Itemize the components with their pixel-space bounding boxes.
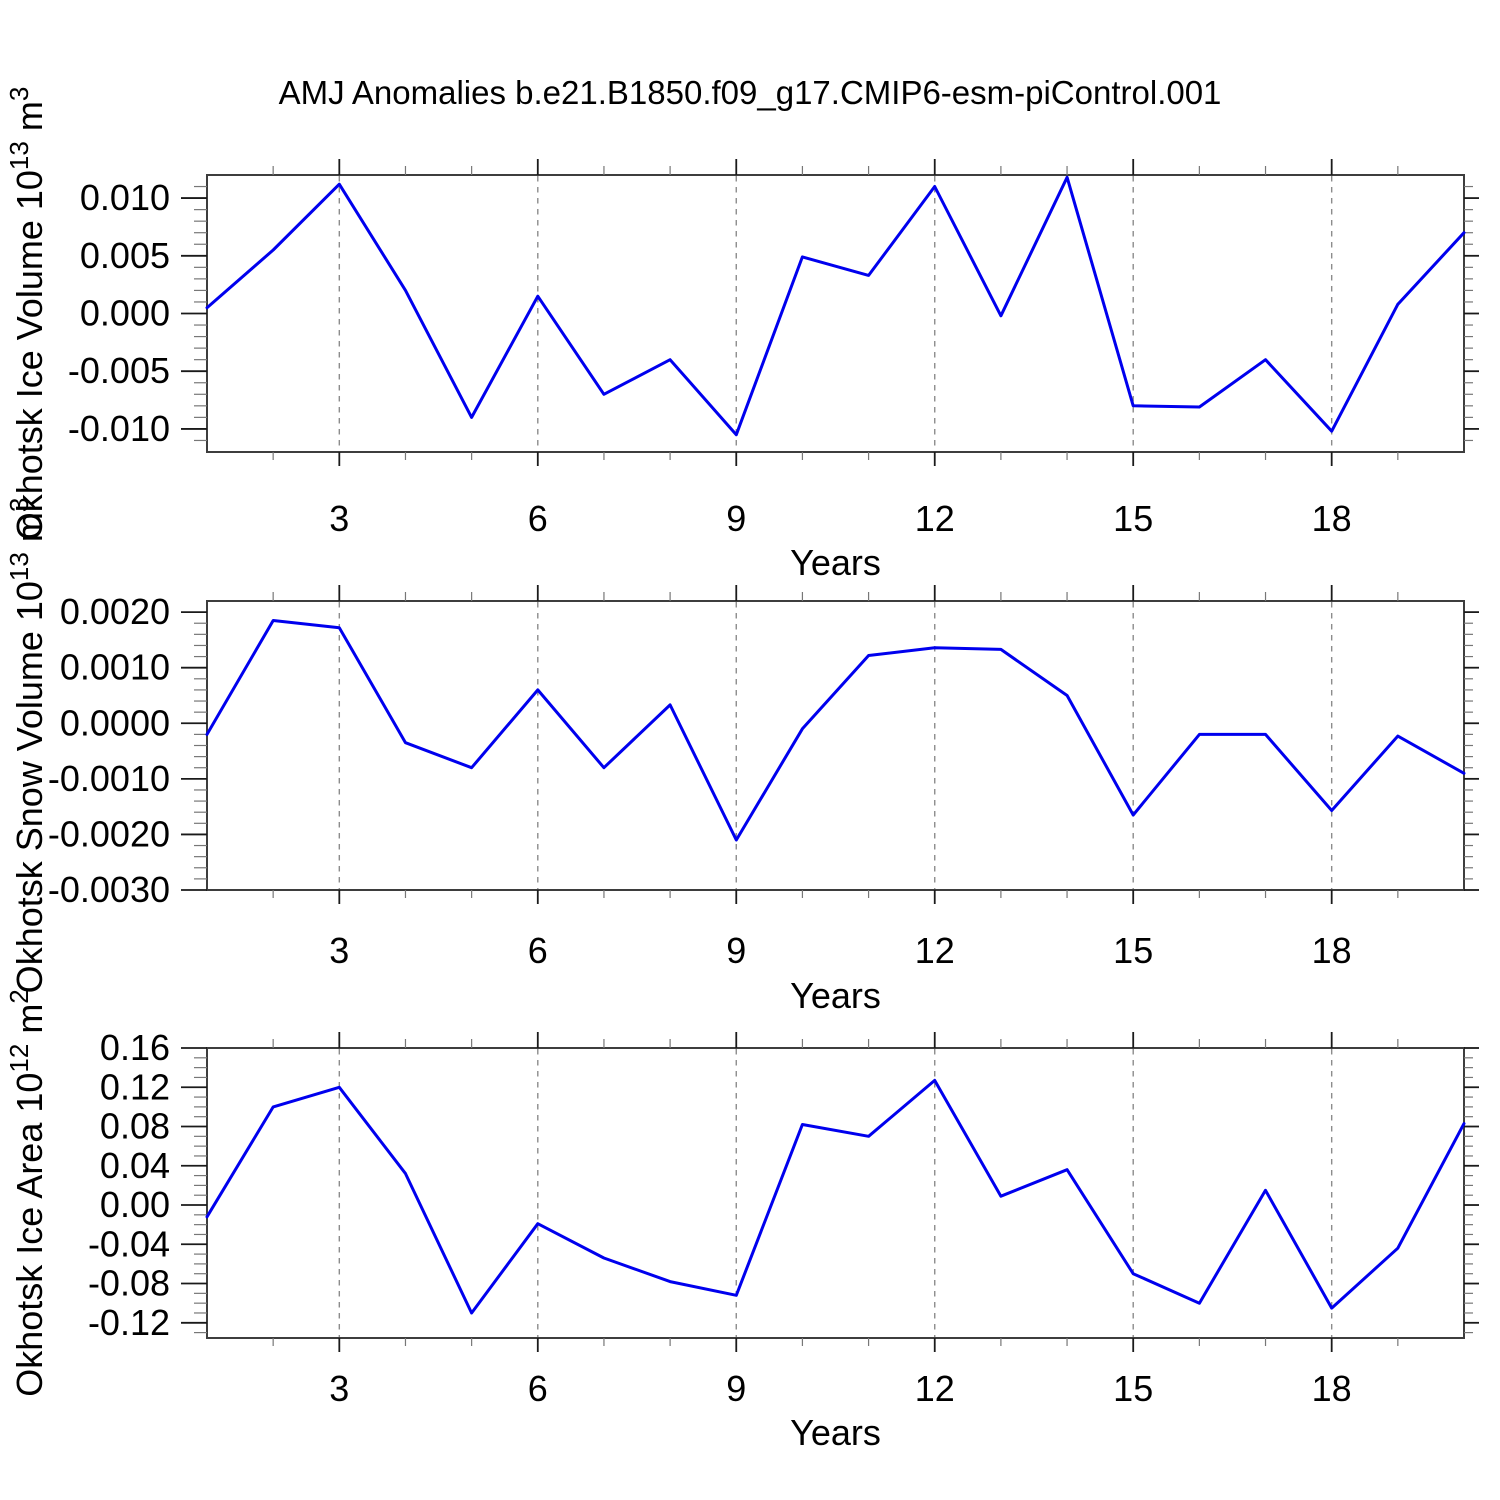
plot-frame xyxy=(206,174,1465,453)
data-line xyxy=(205,1078,1466,1315)
ytick-label: -0.0020 xyxy=(48,813,170,854)
ytick-label: -0.0010 xyxy=(48,758,170,799)
figure-title: AMJ Anomalies b.e21.B1850.f09_g17.CMIP6-… xyxy=(279,74,1222,111)
chart-panel-3: 3 6 9 12 15 18 0.160.120.080.040.00-0.04-0.08-… xyxy=(4,989,1479,1453)
xtick-label: 15 xyxy=(1113,930,1153,971)
data-line xyxy=(205,175,1466,437)
xtick-label: 6 xyxy=(528,1368,548,1409)
data-line xyxy=(205,619,1466,842)
chart-panel-1: 3 6 9 12 15 18 0.010 0.005 0.000 -0.005 -0.010 Year… xyxy=(4,87,1479,583)
xtick-label: 12 xyxy=(915,498,955,539)
ytick-label: -0.04 xyxy=(88,1223,170,1264)
xtick-label: 15 xyxy=(1113,498,1153,539)
xtick-label: 6 xyxy=(528,498,548,539)
ytick-label: -0.005 xyxy=(68,350,170,391)
xtick-label: 9 xyxy=(726,498,746,539)
xtick-label: 3 xyxy=(329,1368,349,1409)
ytick-label: 0.12 xyxy=(100,1066,170,1107)
xtick-label: 18 xyxy=(1312,498,1352,539)
ytick-label: 0.010 xyxy=(80,177,170,218)
y-axis-title: Okhotsk Snow Volume 1013 m3 xyxy=(4,498,50,994)
ytick-label: 0.08 xyxy=(100,1106,170,1147)
plot-frame xyxy=(206,1047,1465,1339)
ytick-label: 0.005 xyxy=(80,235,170,276)
xtick-label: 18 xyxy=(1312,930,1352,971)
xtick-label: 12 xyxy=(915,930,955,971)
ytick-label: 0.16 xyxy=(100,1027,170,1068)
x-axis-title: Years xyxy=(790,1412,881,1453)
xtick-label: 9 xyxy=(726,930,746,971)
xtick-label: 18 xyxy=(1312,1368,1352,1409)
x-axis-title: Years xyxy=(790,975,881,1016)
ytick-label: 0.0000 xyxy=(60,702,170,743)
ytick-label: -0.12 xyxy=(88,1302,170,1343)
ytick-label: -0.08 xyxy=(88,1263,170,1304)
ytick-label: 0.0020 xyxy=(60,591,170,632)
xtick-label: 3 xyxy=(329,930,349,971)
xtick-label: 12 xyxy=(915,1368,955,1409)
ytick-label: 0.000 xyxy=(80,293,170,334)
chart-panels: 3 6 9 12 15 18 0.010 0.005 0.000 -0.005 -0.010 Year… xyxy=(4,87,1479,1453)
ytick-label: -0.010 xyxy=(68,408,170,449)
chart-panel-2: 3 6 9 12 15 18 0.0020 0.0010 0.0000 -0.0010 -0.002… xyxy=(4,498,1479,1016)
xtick-label: 9 xyxy=(726,1368,746,1409)
ytick-label: 0.00 xyxy=(100,1184,170,1225)
y-axis-title: Okhotsk Ice Area 1012 m2 xyxy=(4,989,50,1397)
ytick-label: -0.0030 xyxy=(48,869,170,910)
xtick-label: 3 xyxy=(329,498,349,539)
xtick-label: 6 xyxy=(528,930,548,971)
x-axis-title: Years xyxy=(790,542,881,583)
ytick-label: 0.04 xyxy=(100,1145,170,1186)
y-axis-title: Okhotsk Ice Volume 1013 m3 xyxy=(4,87,50,541)
xtick-label: 15 xyxy=(1113,1368,1153,1409)
ytick-label: 0.0010 xyxy=(60,647,170,688)
